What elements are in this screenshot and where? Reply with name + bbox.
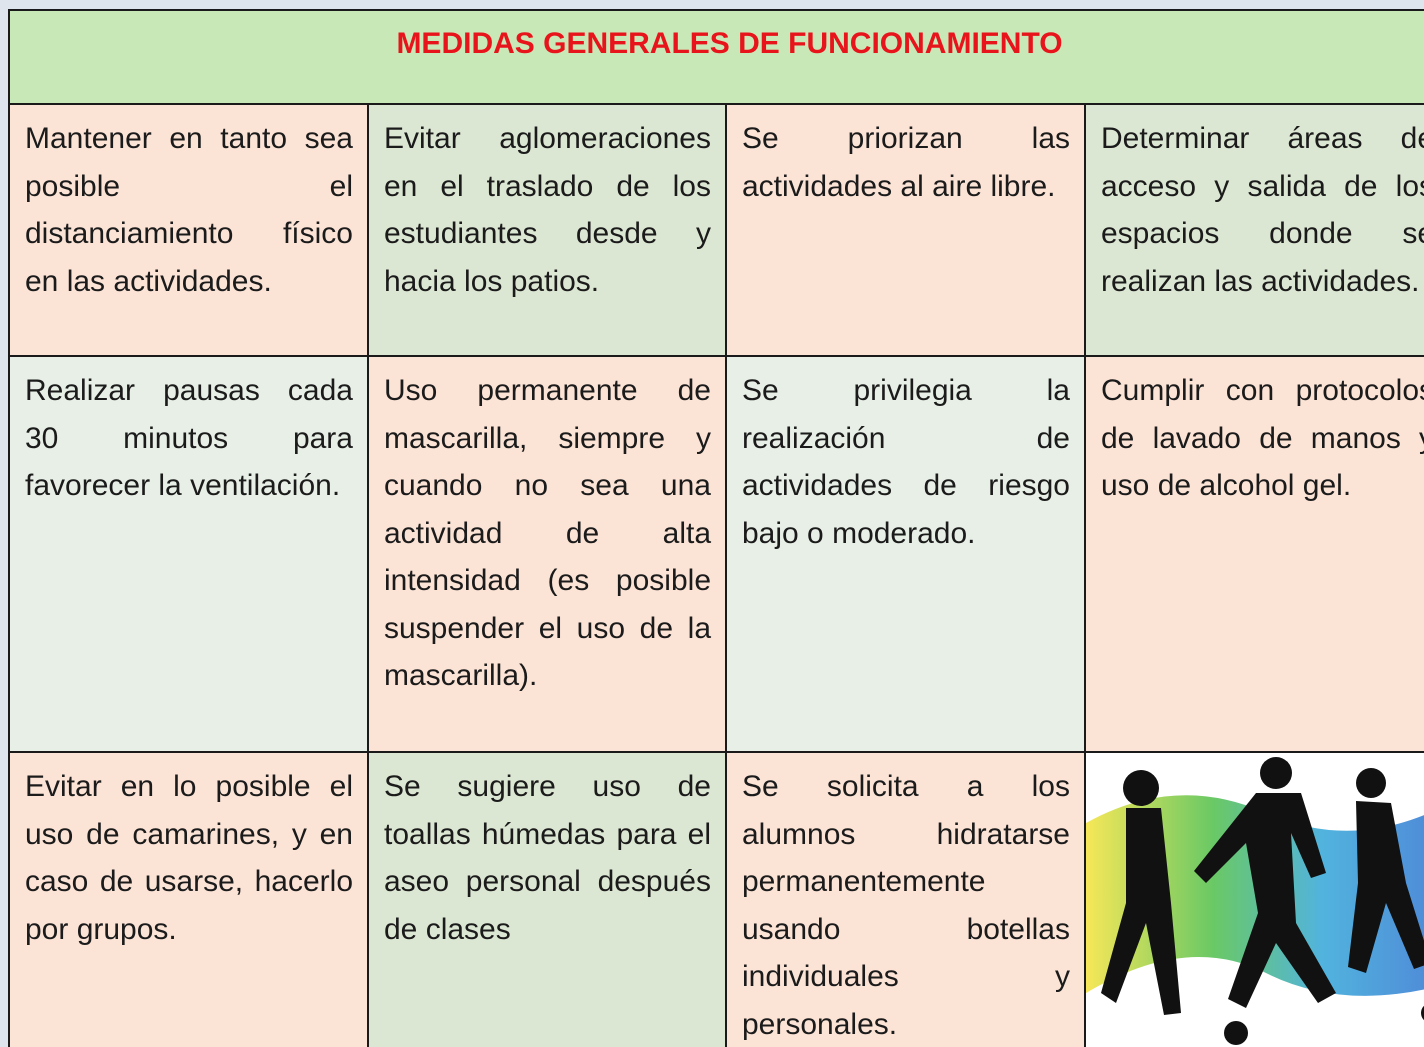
illustration-cell bbox=[1083, 751, 1424, 1047]
cell: Uso permanente de mascarilla, siempre y … bbox=[367, 355, 727, 753]
cell: Se solicita a los alumnos hidratarse per… bbox=[725, 751, 1086, 1047]
cell: Se privilegia la realización de activida… bbox=[725, 355, 1086, 753]
cell: Realizar pausas cada 30 minutos para fav… bbox=[8, 355, 369, 753]
cell: Mantener en tanto sea posible el distanc… bbox=[8, 103, 369, 357]
cell: Determinar áreas de acceso y salida de l… bbox=[1083, 103, 1424, 357]
table-title: MEDIDAS GENERALES DE FUNCIONAMIENTO bbox=[8, 9, 1424, 105]
cell: Se priorizan las actividades al aire lib… bbox=[725, 103, 1086, 357]
table-container: MEDIDAS GENERALES DE FUNCIONAMIENTO Mant… bbox=[8, 9, 1424, 1047]
cell: Evitar aglomeraciones en el traslado de … bbox=[367, 103, 727, 357]
cell: Evitar en lo posible el uso de camarines… bbox=[8, 751, 369, 1047]
measures-table: MEDIDAS GENERALES DE FUNCIONAMIENTO Mant… bbox=[8, 9, 1424, 1047]
cell: Se sugiere uso de toallas húmedas para e… bbox=[367, 751, 727, 1047]
sports-illustration bbox=[1086, 753, 1424, 1047]
cell: Cumplir con protocolos de lavado de mano… bbox=[1083, 355, 1424, 753]
